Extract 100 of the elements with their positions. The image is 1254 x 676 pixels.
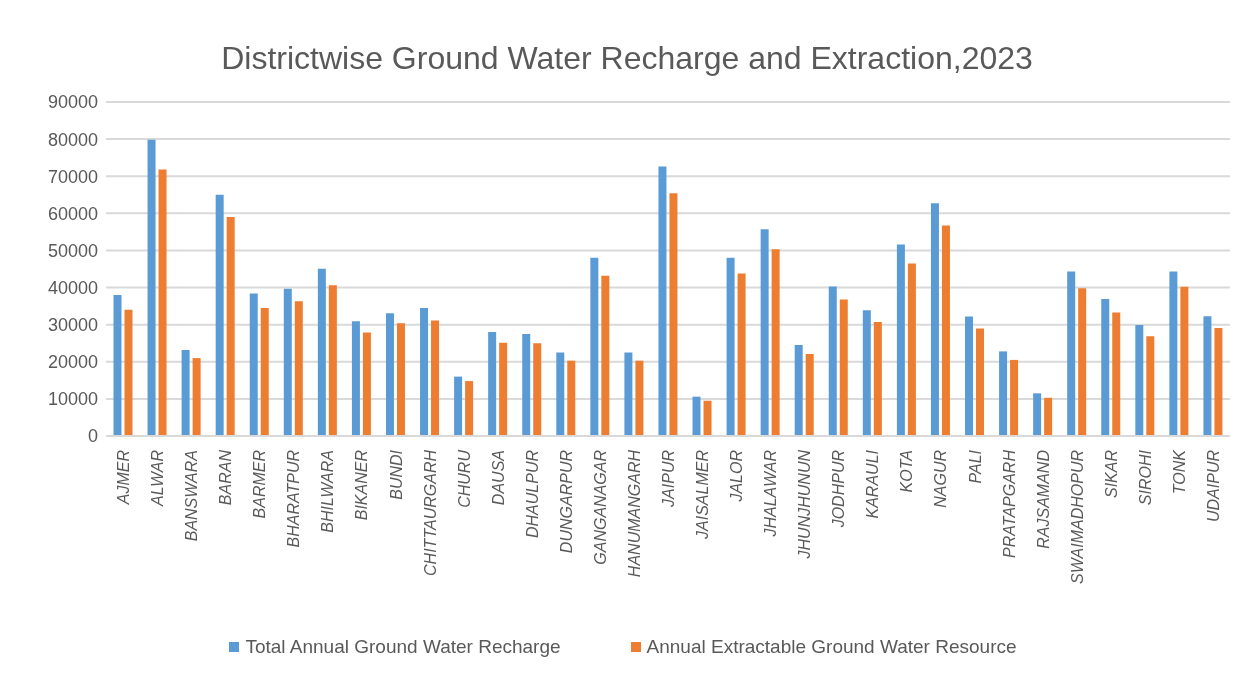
bar: [113, 294, 122, 436]
bar: [420, 307, 429, 436]
bar: [147, 139, 156, 436]
bar: [703, 400, 712, 436]
bar: [556, 352, 565, 436]
x-tick-label: KARAULI: [864, 449, 882, 519]
bar: [294, 301, 303, 436]
x-tick-label: JAIPUR: [660, 449, 677, 508]
bar: [896, 244, 905, 436]
legend-label: Annual Extractable Ground Water Resource: [646, 636, 1017, 658]
bar: [737, 273, 746, 436]
bar: [658, 166, 667, 436]
bar: [601, 275, 610, 436]
bar: [976, 328, 985, 436]
x-tick-label: BARAN: [217, 449, 235, 506]
bar: [215, 194, 224, 436]
bar: [567, 360, 576, 436]
x-tick-label: JAISALMER: [694, 449, 712, 540]
y-tick-label: 70000: [47, 166, 98, 187]
y-tick-label: 10000: [47, 389, 98, 410]
x-tick-label: DUNGARPUR: [557, 449, 575, 554]
bar: [192, 358, 201, 436]
bar: [1180, 286, 1189, 436]
bar: [260, 307, 269, 436]
bar: [590, 257, 599, 436]
bar: [522, 333, 531, 436]
x-tick-label: BHILWARA: [319, 450, 337, 533]
x-tick-label: JODHPUR: [830, 449, 848, 529]
bar: [226, 217, 235, 436]
x-tick-label: AJMER: [115, 449, 133, 506]
x-tick-label: JHUNJHUNUN: [796, 449, 814, 560]
bar: [726, 257, 735, 436]
x-tick-label: HANUMANGARH: [625, 449, 643, 578]
y-tick-label: 20000: [47, 352, 98, 373]
bar: [499, 342, 508, 436]
bar: [828, 286, 837, 436]
bar: [362, 332, 371, 436]
bar: [1169, 271, 1178, 436]
x-tick-label: BARMER: [251, 449, 269, 519]
x-tick-label: JALOR: [728, 449, 746, 503]
bar: [533, 343, 542, 436]
bar: [431, 320, 440, 436]
bar: [1101, 299, 1110, 436]
bar: [760, 229, 769, 436]
y-tick-label: 0: [87, 426, 98, 447]
bar: [488, 332, 497, 436]
x-tick-label: KOTA: [898, 450, 916, 493]
bar: [999, 351, 1008, 436]
bar: [328, 285, 337, 436]
bar: [351, 321, 360, 436]
x-tick-label: SIROHI: [1136, 449, 1154, 506]
x-tick-label: GANGANAGAR: [591, 449, 609, 565]
bar: [1214, 328, 1223, 436]
y-tick-label: 30000: [47, 315, 98, 336]
x-tick-label: DHAULPUR: [523, 449, 541, 539]
bar: [1078, 288, 1087, 436]
x-tick-label: BIKANER: [353, 449, 371, 521]
x-tick-label: BANSWARA: [183, 450, 201, 542]
x-tick-label: PRATAPGARH: [1000, 449, 1018, 558]
y-tick-label: 90000: [47, 92, 98, 113]
bar: [158, 169, 167, 436]
bar: [385, 313, 394, 436]
bar: [1033, 393, 1042, 436]
bar: [805, 353, 814, 436]
bar: [692, 396, 701, 436]
y-tick-label: 40000: [47, 277, 98, 298]
x-tick-label: NAGUR: [932, 449, 950, 508]
bar: [669, 193, 678, 436]
bar: [965, 316, 974, 436]
chart-title: Districtwise Ground Water Recharge and Extraction,2023: [220, 39, 1034, 78]
bar: [839, 299, 848, 436]
x-tick-label: DAUSA: [489, 450, 507, 506]
bar: [873, 322, 882, 436]
bar: [1067, 271, 1076, 436]
bar: [1112, 312, 1121, 436]
bar: [1146, 336, 1155, 436]
y-tick-label: 60000: [47, 203, 98, 224]
legend-label: Total Annual Ground Water Recharge: [245, 636, 561, 658]
x-tick-label: BUNDI: [387, 449, 405, 500]
bar: [635, 360, 644, 436]
x-tick-label: CHITTAURGARH: [421, 449, 439, 576]
bar: [283, 288, 292, 436]
bar: [1044, 397, 1053, 436]
x-tick-label: ALWAR: [149, 449, 167, 508]
x-tick-label: SWAIMADHOPUR: [1068, 449, 1086, 584]
x-tick-label: SIKAR: [1102, 449, 1120, 499]
bar: [930, 203, 939, 436]
bar: [907, 263, 916, 436]
bar: [396, 323, 405, 436]
bar: [181, 349, 190, 436]
x-tick-label: JHALAWAR: [762, 449, 780, 538]
bar: [249, 293, 258, 436]
x-tick-label: PALI: [966, 449, 984, 484]
bar: [862, 310, 871, 436]
x-tick-label: BHARATPUR: [285, 449, 303, 548]
x-tick-label: UDAIPUR: [1204, 449, 1222, 523]
y-tick-label: 80000: [47, 129, 98, 150]
bar: [124, 309, 133, 436]
x-tick-label: CHURU: [455, 449, 473, 508]
y-tick-label: 50000: [47, 240, 98, 261]
